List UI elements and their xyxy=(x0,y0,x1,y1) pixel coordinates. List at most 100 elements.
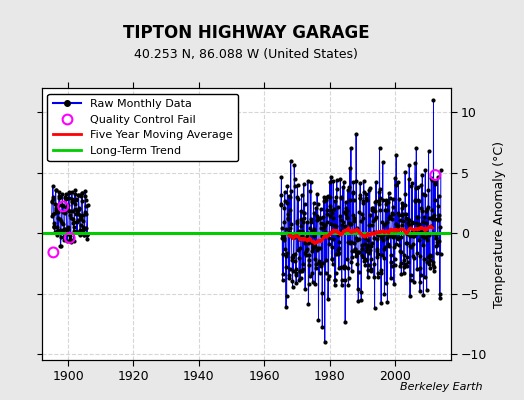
Point xyxy=(320,198,329,204)
Point xyxy=(367,256,375,263)
Point xyxy=(321,229,330,235)
Point xyxy=(363,244,372,250)
Point xyxy=(343,256,352,262)
Point xyxy=(403,263,411,269)
Point xyxy=(390,280,398,287)
Point xyxy=(297,208,305,214)
Point xyxy=(397,222,406,228)
Point xyxy=(350,240,358,246)
Point xyxy=(408,218,417,225)
Point xyxy=(66,208,74,214)
Point xyxy=(339,184,347,191)
Point xyxy=(431,234,440,241)
Point xyxy=(355,209,364,215)
Point xyxy=(432,250,441,256)
Point xyxy=(396,248,404,254)
Point xyxy=(332,250,341,257)
Point xyxy=(383,299,391,305)
Point xyxy=(356,194,364,201)
Point xyxy=(386,213,394,219)
Point xyxy=(323,211,331,217)
Point xyxy=(56,243,64,249)
Point xyxy=(370,216,379,222)
Point xyxy=(323,207,332,213)
Point xyxy=(435,291,444,297)
Point xyxy=(395,212,403,218)
Point xyxy=(402,240,411,246)
Point xyxy=(350,215,358,222)
Point xyxy=(300,180,308,187)
Point xyxy=(291,250,299,257)
Point xyxy=(55,195,63,201)
Point xyxy=(288,284,297,290)
Point xyxy=(322,257,331,264)
Point xyxy=(280,189,289,195)
Point xyxy=(425,252,434,258)
Point xyxy=(281,198,289,205)
Point xyxy=(82,203,90,209)
Point xyxy=(326,202,334,209)
Point xyxy=(311,242,320,249)
Point xyxy=(425,232,433,238)
Point xyxy=(411,231,420,238)
Point xyxy=(81,197,90,203)
Point xyxy=(338,277,346,283)
Point xyxy=(414,184,423,190)
Point xyxy=(333,186,341,193)
Point xyxy=(383,219,391,226)
Point xyxy=(295,255,303,261)
Point xyxy=(389,244,398,250)
Point xyxy=(323,194,331,200)
Point xyxy=(375,201,384,207)
Point xyxy=(277,174,286,180)
Point xyxy=(50,224,58,230)
Point xyxy=(312,265,320,272)
Point xyxy=(361,241,369,247)
Point xyxy=(293,218,301,224)
Point xyxy=(60,229,68,236)
Point xyxy=(340,265,348,271)
Point xyxy=(63,238,71,244)
Point xyxy=(299,260,308,267)
Point xyxy=(429,259,437,265)
Point xyxy=(380,291,389,298)
Point xyxy=(387,251,396,258)
Point xyxy=(77,222,85,228)
Point xyxy=(357,242,366,248)
Point xyxy=(374,273,382,280)
Point xyxy=(81,193,89,199)
Point xyxy=(66,235,74,241)
Point xyxy=(66,232,74,239)
Point xyxy=(278,235,286,241)
Point xyxy=(308,239,316,246)
Point xyxy=(66,235,74,242)
Point xyxy=(75,206,83,212)
Point xyxy=(352,178,361,184)
Point xyxy=(68,199,77,205)
Point xyxy=(325,235,333,242)
Point xyxy=(365,250,374,256)
Point xyxy=(58,190,67,197)
Point xyxy=(306,224,314,231)
Point xyxy=(311,230,319,236)
Point xyxy=(62,195,70,202)
Point xyxy=(334,204,342,210)
Point xyxy=(305,252,314,258)
Point xyxy=(76,232,84,238)
Point xyxy=(409,233,417,240)
Point xyxy=(335,250,344,256)
Point xyxy=(422,208,430,214)
Point xyxy=(430,264,438,270)
Point xyxy=(83,232,92,239)
Point xyxy=(75,212,84,218)
Point xyxy=(401,215,410,222)
Point xyxy=(381,196,390,203)
Point xyxy=(403,254,411,260)
Point xyxy=(417,272,425,278)
Point xyxy=(53,209,62,215)
Point xyxy=(74,206,82,213)
Point xyxy=(331,198,340,204)
Point xyxy=(363,197,371,203)
Point xyxy=(335,213,344,220)
Point xyxy=(364,274,372,280)
